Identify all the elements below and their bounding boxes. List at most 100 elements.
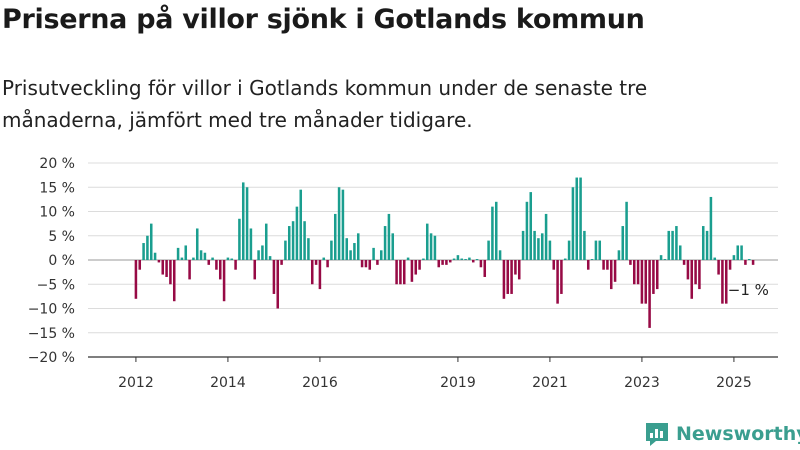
bar bbox=[701, 226, 705, 260]
bar bbox=[510, 260, 513, 294]
bar bbox=[514, 260, 517, 275]
bar bbox=[548, 240, 552, 260]
bar bbox=[445, 260, 448, 265]
bar bbox=[705, 230, 709, 260]
bar bbox=[740, 245, 743, 260]
bar bbox=[441, 260, 444, 265]
bar bbox=[134, 260, 138, 299]
bar bbox=[460, 258, 464, 260]
bar bbox=[222, 260, 226, 302]
bar bbox=[544, 213, 548, 260]
bar bbox=[632, 260, 636, 285]
bar bbox=[560, 260, 563, 294]
bar bbox=[690, 260, 694, 299]
bar bbox=[433, 235, 437, 260]
bar bbox=[429, 233, 433, 260]
bar bbox=[667, 230, 671, 260]
bar bbox=[326, 260, 329, 268]
bar bbox=[609, 260, 613, 290]
bar bbox=[211, 257, 214, 260]
annotation-label: −1 % bbox=[728, 281, 769, 299]
y-tick-label: −20 % bbox=[28, 350, 75, 366]
bar bbox=[184, 245, 188, 260]
bar bbox=[379, 250, 383, 260]
bar bbox=[153, 252, 157, 260]
bar bbox=[575, 177, 579, 260]
bar bbox=[276, 260, 280, 309]
x-tick-label: 2012 bbox=[118, 375, 154, 391]
y-tick-label: −10 % bbox=[28, 302, 75, 318]
bar bbox=[387, 213, 391, 260]
bar bbox=[698, 260, 701, 290]
bar bbox=[517, 260, 521, 280]
bar bbox=[537, 238, 540, 260]
bar bbox=[659, 255, 663, 260]
bar bbox=[728, 260, 732, 270]
bar bbox=[414, 260, 418, 275]
bar bbox=[230, 258, 234, 260]
x-tick-label: 2023 bbox=[624, 375, 660, 391]
bar bbox=[675, 226, 678, 260]
x-tick-label: 2021 bbox=[532, 375, 568, 391]
bar bbox=[172, 260, 176, 302]
bar bbox=[406, 257, 410, 260]
bar bbox=[303, 221, 306, 260]
bar bbox=[203, 252, 207, 260]
bar bbox=[648, 260, 651, 328]
bar bbox=[322, 257, 326, 260]
bar bbox=[663, 259, 667, 260]
bar bbox=[502, 260, 506, 299]
bar bbox=[341, 189, 345, 260]
bar bbox=[475, 259, 479, 260]
bar bbox=[629, 260, 632, 265]
bar bbox=[464, 259, 467, 260]
x-tick-label: 2019 bbox=[440, 375, 476, 391]
bar bbox=[456, 255, 460, 260]
bar bbox=[652, 260, 655, 294]
chart-subtitle: Prisutveckling för villor i Gotlands kom… bbox=[2, 76, 648, 132]
bar bbox=[180, 257, 184, 260]
y-tick-label: −15 % bbox=[28, 326, 75, 342]
bar bbox=[529, 192, 533, 260]
bar bbox=[491, 206, 494, 260]
newsworthy-logo-icon bbox=[646, 423, 668, 446]
bar bbox=[736, 245, 740, 260]
bar bbox=[471, 260, 475, 263]
bar bbox=[468, 257, 471, 260]
bar bbox=[606, 260, 609, 270]
bar bbox=[671, 230, 674, 260]
bar bbox=[234, 260, 237, 270]
bar bbox=[594, 240, 598, 260]
bar bbox=[644, 260, 648, 304]
chart-title: Priserna på villor sjönk i Gotlands komm… bbox=[2, 4, 645, 35]
y-tick-label: 20 % bbox=[39, 156, 75, 172]
bar bbox=[540, 233, 544, 260]
bar bbox=[330, 240, 333, 260]
bar bbox=[307, 238, 310, 260]
bar bbox=[678, 245, 682, 260]
bar bbox=[744, 260, 747, 265]
bar bbox=[146, 235, 149, 260]
bar bbox=[655, 260, 659, 290]
x-tick-label: 2025 bbox=[716, 375, 752, 391]
bar bbox=[563, 258, 567, 260]
bar bbox=[402, 260, 406, 285]
bar bbox=[207, 260, 211, 265]
bar bbox=[261, 245, 264, 260]
bar bbox=[318, 260, 322, 290]
bar bbox=[257, 250, 260, 260]
bar bbox=[721, 260, 724, 304]
brand-name: Newsworthy bbox=[676, 423, 800, 445]
bar bbox=[215, 260, 218, 270]
bar bbox=[452, 258, 456, 260]
bar bbox=[192, 257, 195, 260]
y-tick-label: 10 % bbox=[39, 205, 75, 221]
bar bbox=[249, 228, 253, 260]
bar bbox=[483, 260, 487, 277]
bar bbox=[299, 189, 303, 260]
bar bbox=[709, 196, 713, 260]
bar bbox=[479, 260, 483, 268]
bar bbox=[717, 260, 720, 275]
bar bbox=[448, 260, 452, 263]
